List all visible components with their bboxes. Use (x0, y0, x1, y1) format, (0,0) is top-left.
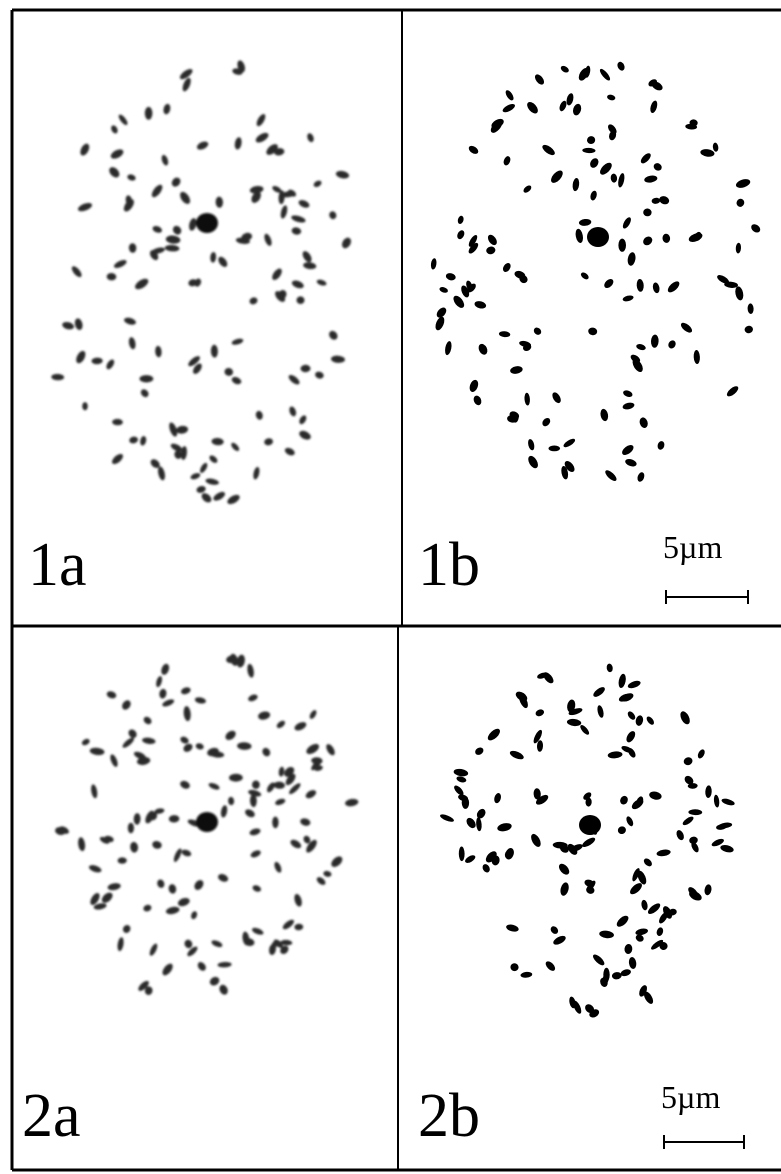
chromosome (618, 239, 626, 252)
panel-label: 2b (418, 1082, 480, 1150)
chromosome (272, 817, 278, 829)
large-chromosome (196, 812, 218, 832)
scale-bar-label: 5µm (661, 1079, 720, 1115)
large-chromosome (579, 815, 601, 835)
chromosome (128, 823, 134, 834)
scale-bar-label: 5µm (663, 529, 722, 565)
panel-label: 1b (418, 531, 480, 599)
page: 1a 1b 5µm 2a 2b 5µm (() => { const data … (0, 0, 781, 1174)
large-chromosome (587, 227, 609, 247)
panel-label: 2a (22, 1082, 81, 1150)
figure: 1a 1b 5µm 2a 2b 5µm (0, 0, 781, 1174)
panel-label: 1a (28, 531, 87, 599)
chromosome (549, 446, 561, 452)
chromosome (145, 107, 153, 120)
chromosome (139, 375, 153, 382)
large-chromosome (196, 213, 218, 233)
